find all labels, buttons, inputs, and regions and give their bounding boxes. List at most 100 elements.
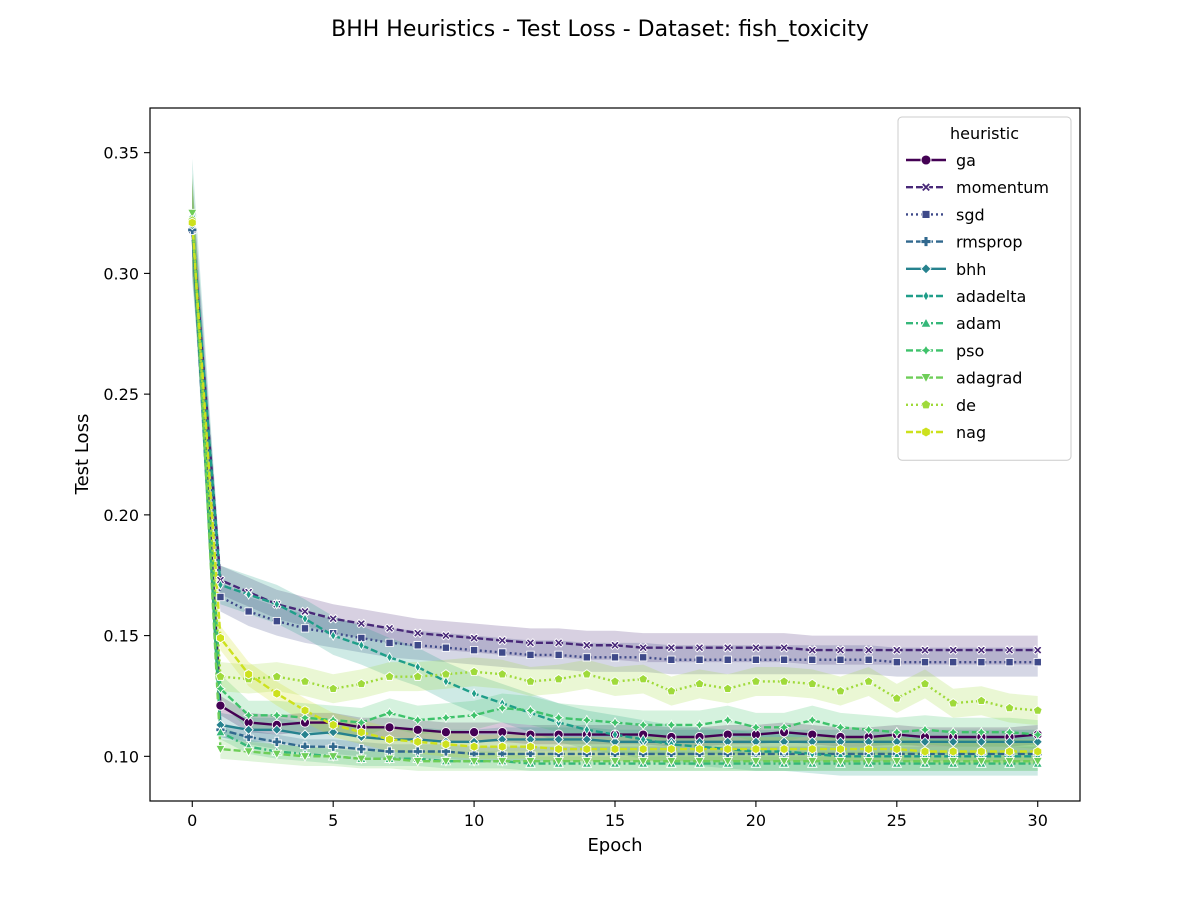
x-tick-label: 0	[187, 811, 197, 830]
legend-marker-sgd	[921, 209, 931, 219]
point-adagrad	[496, 757, 508, 767]
point-de	[976, 695, 987, 705]
point-de	[384, 671, 395, 681]
point-adagrad	[806, 757, 818, 767]
point-nag	[723, 743, 733, 755]
legend-marker-adam	[920, 317, 932, 328]
point-momentum	[976, 645, 987, 655]
point-nag	[582, 743, 592, 755]
point-sgd	[667, 655, 676, 664]
point-de	[497, 669, 508, 679]
point-pso	[778, 721, 790, 733]
point-adagrad	[299, 752, 311, 762]
point-momentum	[412, 628, 423, 638]
point-adadelta	[329, 630, 337, 642]
point-sgd	[920, 658, 930, 667]
point-pso	[806, 714, 818, 726]
point-adagrad	[1004, 757, 1015, 767]
point-nag	[497, 741, 507, 752]
point-momentum	[638, 642, 648, 653]
point-adagrad	[440, 757, 452, 767]
point-pso	[299, 712, 311, 724]
y-tick-label: 0.25	[103, 385, 139, 404]
x-tick-label: 30	[1028, 811, 1048, 830]
x-axis: 0 5 10 15 20 25 30	[187, 801, 1048, 830]
legend-marker-bhh	[920, 263, 932, 275]
point-adadelta	[386, 651, 393, 663]
point-nag	[892, 743, 902, 755]
confidence-bands	[192, 158, 1038, 776]
point-nag	[638, 743, 648, 755]
point-momentum	[920, 645, 930, 655]
point-sgd	[441, 643, 451, 652]
point-sgd	[582, 653, 591, 662]
point-adagrad	[327, 752, 339, 762]
x-tick-label: 5	[328, 811, 338, 830]
point-de	[300, 676, 310, 686]
point-pso	[581, 714, 593, 726]
point-momentum	[666, 642, 677, 653]
point-de	[891, 693, 902, 703]
legend-title: heuristic	[950, 124, 1019, 143]
point-pso	[1004, 726, 1015, 738]
point-adagrad	[525, 757, 536, 767]
point-nag	[385, 734, 394, 745]
point-adagrad	[271, 749, 283, 760]
point-pso	[440, 712, 452, 724]
legend: heuristic ga momentum sgd rmsprop bhh adadelta…	[897, 116, 1072, 461]
point-adagrad	[553, 757, 565, 767]
point-pso	[750, 721, 762, 733]
point-momentum	[1004, 645, 1015, 655]
point-adadelta	[611, 729, 619, 741]
point-momentum	[779, 642, 789, 653]
point-adadelta	[470, 688, 478, 700]
y-tick-label: 0.30	[103, 264, 139, 283]
point-sgd	[779, 655, 789, 664]
point-sgd	[892, 658, 901, 667]
y-tick-label: 0.10	[103, 747, 139, 766]
point-momentum	[610, 640, 620, 651]
legend-marker-adagrad	[920, 373, 932, 384]
legend-marker-momentum	[920, 182, 932, 193]
point-ga	[807, 729, 818, 740]
x-axis-title: Epoch	[587, 835, 642, 856]
point-pso	[891, 726, 903, 738]
point-momentum	[497, 635, 508, 646]
point-nag	[244, 669, 254, 680]
point-adadelta	[301, 613, 309, 625]
point-de	[553, 673, 564, 684]
band-de	[192, 173, 1038, 725]
point-pso	[215, 683, 226, 695]
point-nag	[469, 741, 479, 752]
point-nag	[695, 743, 704, 755]
point-sgd	[751, 655, 761, 664]
point-de	[215, 671, 226, 681]
point-sgd	[244, 607, 253, 616]
band-sgd	[192, 183, 1038, 677]
point-nag	[751, 743, 761, 755]
point-de	[666, 685, 677, 696]
point-sgd	[836, 655, 845, 664]
point-adagrad	[919, 757, 931, 767]
point-momentum	[863, 645, 874, 655]
series-markers	[186, 208, 1044, 768]
point-adagrad	[215, 744, 226, 755]
point-nag	[948, 746, 958, 757]
point-nag	[836, 743, 845, 755]
point-rmsprop	[328, 741, 339, 752]
point-sgd	[695, 655, 704, 664]
point-de	[920, 678, 930, 689]
point-ga	[412, 724, 423, 735]
point-rmsprop	[356, 744, 367, 755]
legend-label-nag: nag	[956, 423, 986, 442]
y-axis: 0.10 0.15 0.20 0.25 0.30 0.35	[103, 144, 150, 766]
point-adagrad	[243, 747, 255, 758]
point-de	[610, 676, 620, 686]
point-momentum	[694, 642, 705, 653]
point-ga	[243, 717, 254, 728]
point-momentum	[892, 645, 902, 655]
point-adagrad	[947, 757, 959, 767]
legend-marker-de	[920, 399, 932, 410]
point-de	[694, 678, 705, 689]
point-nag	[328, 719, 338, 731]
